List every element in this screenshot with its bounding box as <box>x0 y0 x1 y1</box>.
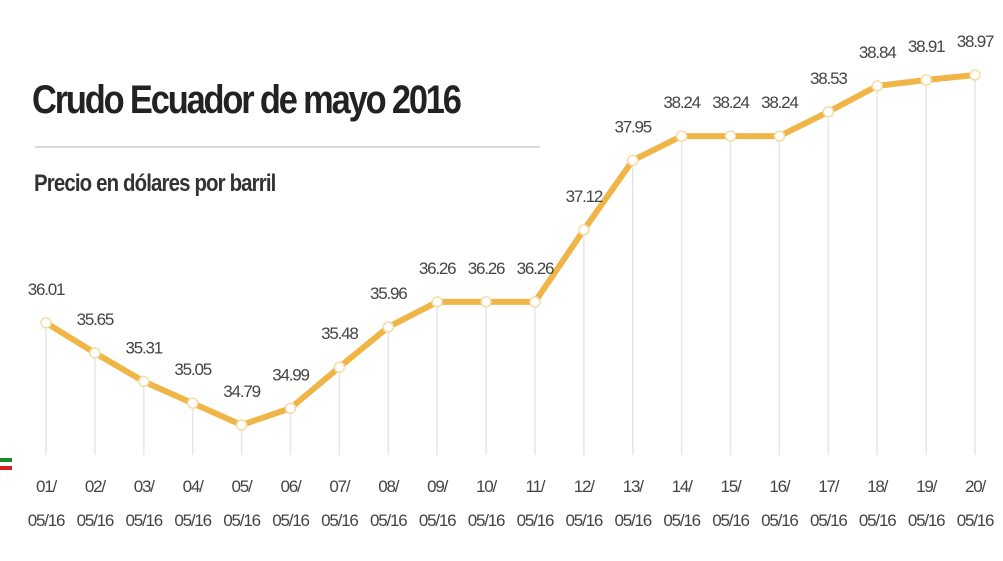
x-tick-label: 12/ 05/16 <box>565 477 604 530</box>
x-tick-label: 10/ 05/16 <box>467 477 506 530</box>
x-tick-label: 16/ 05/16 <box>761 477 799 530</box>
value-label: 35.65 <box>77 310 114 329</box>
decoration <box>0 458 12 462</box>
x-tick-label: 20/ 05/16 <box>956 477 995 530</box>
x-tick-label: 13/ 05/16 <box>614 477 652 530</box>
value-label: 34.99 <box>272 365 309 384</box>
value-label: 34.79 <box>223 382 260 401</box>
point <box>89 347 101 359</box>
point <box>578 224 590 236</box>
value-label: 38.24 <box>712 93 749 112</box>
price-line <box>44 72 976 428</box>
x-tick-label: 14/ 05/16 <box>663 477 701 530</box>
x-tick-label: 17/ 05/16 <box>810 477 848 530</box>
point <box>675 130 688 142</box>
x-tick-label: 11/ 05/16 <box>516 477 555 530</box>
value-label: 35.05 <box>174 360 211 379</box>
value-label: 36.26 <box>468 259 505 278</box>
point <box>40 317 52 329</box>
x-tick-label: 18/ 05/16 <box>858 477 897 530</box>
point <box>724 130 737 142</box>
x-tick-label: 01/ 05/16 <box>27 477 66 530</box>
point <box>138 375 150 388</box>
value-label: 38.53 <box>810 69 847 88</box>
value-label: 38.24 <box>761 93 798 112</box>
value-label: 38.84 <box>859 43 896 62</box>
x-tick-label: 02/ 05/16 <box>76 477 115 530</box>
value-label: 36.26 <box>419 259 456 278</box>
value-label: 36.01 <box>28 280 65 299</box>
point <box>333 361 346 373</box>
value-label: 35.31 <box>126 338 163 357</box>
value-label: 37.12 <box>566 187 603 206</box>
x-tick-label: 03/ 05/16 <box>125 477 164 530</box>
chart-title: Crudo Ecuador de mayo 2016 <box>32 78 462 122</box>
decoration <box>0 466 12 470</box>
point <box>529 296 541 308</box>
point <box>431 296 443 308</box>
x-tick-label: 08/ 05/16 <box>369 477 408 530</box>
chart-subtitle: Precio en dólares por barril <box>34 170 276 197</box>
x-tick-label: 19/ 05/16 <box>907 477 946 530</box>
x-tick-label: 09/ 05/16 <box>418 477 457 530</box>
x-tick-label: 06/ 05/16 <box>272 477 310 530</box>
point <box>871 80 883 92</box>
point <box>235 419 248 431</box>
point <box>969 69 981 81</box>
point <box>822 106 835 118</box>
value-label: 36.26 <box>517 259 554 278</box>
value-label: 38.97 <box>957 32 994 51</box>
value-label: 38.91 <box>908 37 945 56</box>
point <box>186 397 199 409</box>
point <box>920 74 932 86</box>
value-label: 38.24 <box>663 93 700 112</box>
value-label: 37.95 <box>614 117 651 136</box>
value-label: 35.48 <box>321 324 358 343</box>
point <box>284 402 297 415</box>
x-tick-label: 15/ 05/16 <box>712 477 750 530</box>
point <box>773 130 786 142</box>
value-label: 35.96 <box>370 284 407 303</box>
x-tick-label: 07/ 05/16 <box>321 477 359 530</box>
point <box>626 154 639 167</box>
point <box>480 296 492 308</box>
point <box>382 321 395 333</box>
x-tick-label: 05/ 05/16 <box>223 477 261 530</box>
x-tick-label: 04/ 05/16 <box>174 477 212 530</box>
